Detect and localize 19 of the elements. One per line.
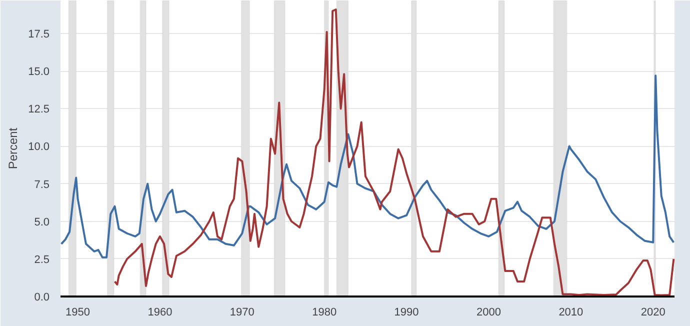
x-tick-label: 1960 (148, 306, 172, 318)
line-series (114, 8, 674, 296)
x-tick-label: 2020 (640, 306, 666, 318)
y-axis-title: Percent (6, 127, 20, 170)
x-tick-label: 1970 (230, 306, 254, 318)
y-tick-label: 17.5 (28, 28, 50, 41)
y-tick-label: 15.0 (28, 66, 50, 78)
x-tick-label: 1990 (394, 306, 419, 318)
y-tick-label: 7.5 (34, 178, 50, 191)
y-tick-label: 12.5 (28, 104, 50, 116)
x-tick-label: 1950 (66, 306, 90, 318)
line-series (60, 74, 674, 258)
y-tick-label: 10.0 (28, 141, 50, 154)
y-tick-label: 2.5 (34, 254, 50, 266)
x-tick-label: 2010 (558, 306, 584, 318)
y-tick-label: 5.0 (34, 216, 50, 228)
x-tick-label: 1980 (312, 306, 337, 318)
x-tick-label: 2000 (476, 306, 501, 318)
y-tick-label: 0.0 (34, 292, 50, 304)
